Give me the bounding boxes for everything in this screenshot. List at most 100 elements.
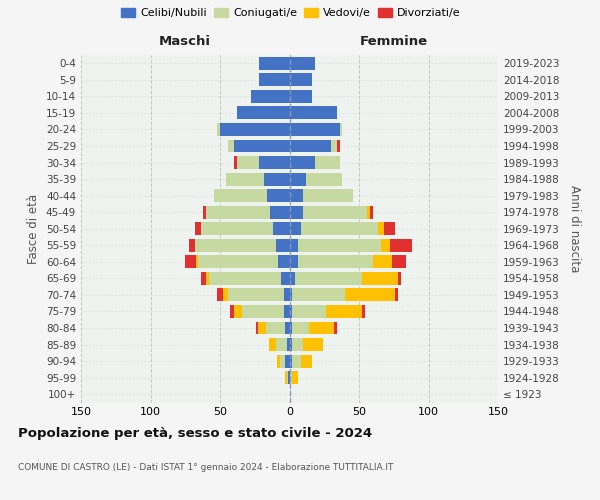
Bar — [229, 140, 234, 152]
Bar — [290, 322, 292, 334]
Bar — [373, 256, 392, 268]
Bar — [267, 189, 290, 202]
Bar — [198, 256, 278, 268]
Bar — [273, 222, 290, 235]
Bar — [203, 206, 206, 218]
Bar — [304, 338, 323, 351]
Bar — [370, 206, 373, 218]
Bar — [270, 206, 290, 218]
Bar — [234, 140, 290, 152]
Bar — [209, 272, 281, 285]
Bar — [384, 222, 395, 235]
Bar — [290, 123, 340, 136]
Bar — [306, 172, 343, 186]
Bar — [326, 305, 362, 318]
Bar — [275, 338, 287, 351]
Bar — [290, 371, 292, 384]
Bar — [295, 272, 362, 285]
Bar — [301, 354, 312, 368]
Bar — [280, 354, 286, 368]
Bar — [229, 288, 284, 302]
Bar — [292, 371, 298, 384]
Bar — [265, 172, 290, 186]
Bar — [290, 57, 314, 70]
Bar — [226, 172, 265, 186]
Text: Femmine: Femmine — [359, 36, 428, 49]
Bar — [214, 189, 267, 202]
Bar — [290, 206, 304, 218]
Bar — [290, 338, 292, 351]
Bar — [290, 140, 331, 152]
Bar — [275, 239, 290, 252]
Bar — [290, 354, 292, 368]
Bar — [287, 338, 290, 351]
Bar — [340, 123, 343, 136]
Bar — [290, 222, 301, 235]
Bar — [257, 322, 266, 334]
Bar — [206, 272, 209, 285]
Bar — [284, 288, 290, 302]
Bar — [381, 239, 389, 252]
Bar — [395, 288, 398, 302]
Bar — [196, 256, 198, 268]
Bar — [266, 322, 286, 334]
Bar — [304, 206, 367, 218]
Bar — [309, 322, 334, 334]
Bar — [286, 371, 287, 384]
Bar — [290, 305, 292, 318]
Bar — [290, 288, 292, 302]
Bar — [288, 371, 290, 384]
Bar — [230, 305, 234, 318]
Bar — [334, 322, 337, 334]
Bar — [292, 305, 326, 318]
Bar — [185, 256, 196, 268]
Bar — [392, 256, 406, 268]
Bar — [389, 239, 412, 252]
Bar — [290, 106, 337, 120]
Bar — [200, 272, 206, 285]
Bar — [290, 172, 306, 186]
Bar — [290, 90, 312, 103]
Bar — [206, 206, 270, 218]
Bar — [292, 338, 304, 351]
Bar — [195, 222, 200, 235]
Bar — [298, 256, 373, 268]
Bar — [298, 239, 381, 252]
Bar — [223, 288, 229, 302]
Text: COMUNE DI CASTRO (LE) - Dati ISTAT 1° gennaio 2024 - Elaborazione TUTTITALIA.IT: COMUNE DI CASTRO (LE) - Dati ISTAT 1° ge… — [18, 462, 394, 471]
Bar — [292, 354, 301, 368]
Bar — [304, 189, 353, 202]
Bar — [314, 156, 340, 169]
Bar — [290, 189, 304, 202]
Y-axis label: Fasce di età: Fasce di età — [28, 194, 40, 264]
Bar — [259, 74, 290, 86]
Bar — [200, 222, 273, 235]
Legend: Celibi/Nubili, Coniugati/e, Vedovi/e, Divorziati/e: Celibi/Nubili, Coniugati/e, Vedovi/e, Di… — [116, 3, 466, 22]
Bar — [362, 272, 398, 285]
Bar — [290, 156, 314, 169]
Bar — [290, 272, 295, 285]
Bar — [195, 239, 275, 252]
Bar — [331, 140, 337, 152]
Bar — [236, 106, 290, 120]
Bar — [301, 222, 379, 235]
Bar — [242, 305, 284, 318]
Y-axis label: Anni di nascita: Anni di nascita — [568, 185, 581, 272]
Bar — [286, 322, 290, 334]
Bar — [337, 140, 340, 152]
Bar — [236, 156, 259, 169]
Bar — [190, 239, 195, 252]
Bar — [367, 206, 370, 218]
Bar — [234, 156, 236, 169]
Bar — [269, 338, 275, 351]
Bar — [287, 371, 288, 384]
Text: Popolazione per età, sesso e stato civile - 2024: Popolazione per età, sesso e stato civil… — [18, 428, 372, 440]
Bar — [259, 156, 290, 169]
Bar — [217, 123, 220, 136]
Bar — [345, 288, 395, 302]
Bar — [286, 354, 290, 368]
Bar — [251, 90, 290, 103]
Bar — [281, 272, 290, 285]
Bar — [292, 288, 345, 302]
Bar — [290, 256, 298, 268]
